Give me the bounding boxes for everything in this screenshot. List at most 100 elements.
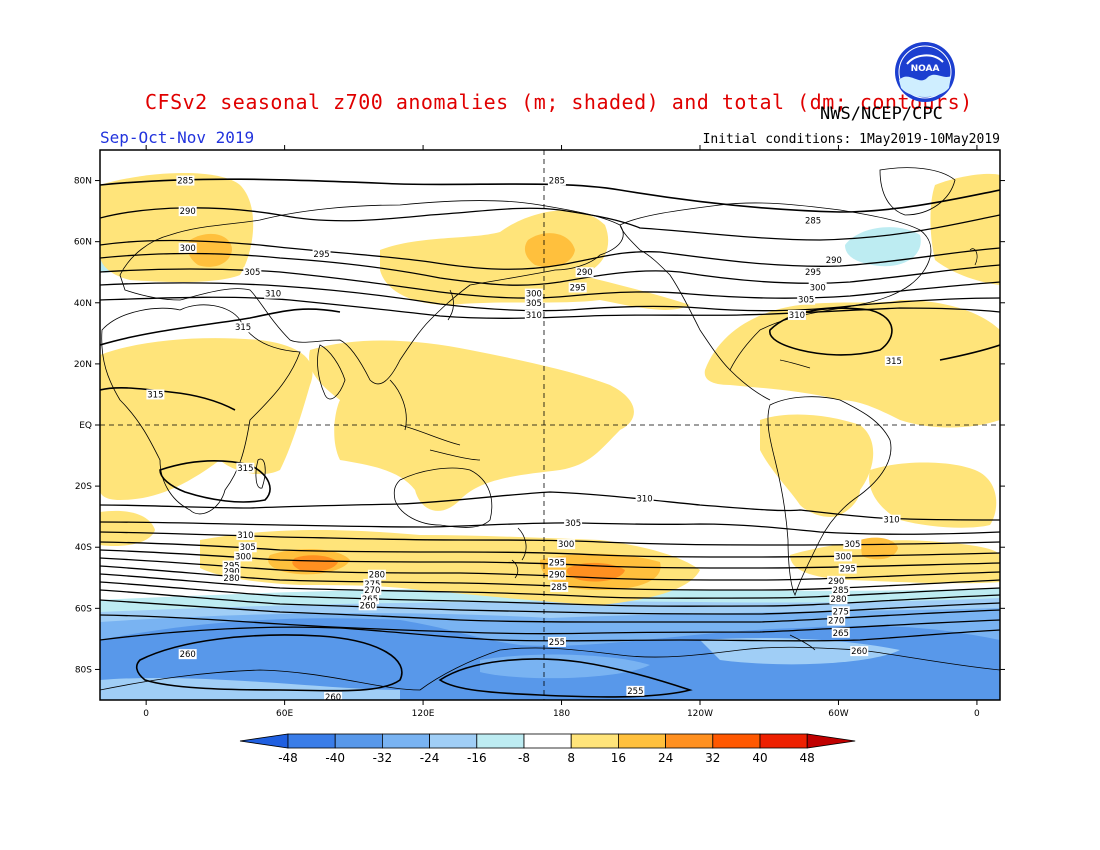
contour-label-bg <box>834 551 853 562</box>
contour-label: 295 <box>840 565 856 575</box>
contour-label: 305 <box>244 268 260 278</box>
contour-label: 290 <box>223 568 239 578</box>
contour-label-bg <box>804 215 823 226</box>
contour-label: 295 <box>805 268 821 278</box>
contour-label: 315 <box>147 390 163 400</box>
contour-label-bg <box>547 175 566 186</box>
contour-label: 255 <box>549 638 565 648</box>
contour-label-bg <box>843 539 862 550</box>
contour-label: 285 <box>549 177 565 187</box>
longitude-label: 0 <box>974 709 980 719</box>
colorbar-label: -8 <box>518 751 530 765</box>
contour-label: 255 <box>627 687 643 697</box>
contour-label-bg <box>808 282 827 293</box>
contour-label-bg <box>361 594 379 605</box>
contour-label-bg <box>236 530 255 540</box>
contour-label-bg <box>238 542 257 553</box>
contour-label: 315 <box>237 464 253 474</box>
contour-label: 305 <box>798 296 814 306</box>
latitude-label: 80N <box>74 177 92 187</box>
colorbar-label: 8 <box>567 751 575 765</box>
contour-label: 310 <box>789 311 805 321</box>
colorbar-swatch <box>712 733 761 749</box>
contour-label: 290 <box>180 207 196 217</box>
contour-label-bg <box>831 585 850 595</box>
contour-label-bg <box>178 206 197 217</box>
contour-label: 280 <box>830 595 846 605</box>
contour-label-bg <box>635 493 654 504</box>
contour-label-bg <box>234 322 253 333</box>
anomaly-negative-shading <box>480 654 650 679</box>
contour-label: 260 <box>180 650 196 660</box>
contour-label-bg <box>178 649 197 660</box>
contour-label: 270 <box>364 586 380 596</box>
contour-label: 275 <box>364 580 380 590</box>
longitude-axis: 0 60E 120E 180 120W 60W 0 <box>143 145 980 719</box>
contour-label: 260 <box>851 647 867 657</box>
contour-label: 305 <box>240 543 256 553</box>
latitude-label: 60S <box>75 604 92 614</box>
contour-label: 295 <box>570 284 586 294</box>
latitude-label: EQ <box>79 421 92 431</box>
contour-label: 295 <box>223 562 239 572</box>
colorbar-label: 48 <box>800 751 815 765</box>
contour-label: 280 <box>369 571 385 581</box>
contour-label-bg <box>829 594 848 605</box>
colorbar-label: -40 <box>325 751 345 765</box>
colorbar-swatch <box>523 733 572 749</box>
colorbar-arrow-right <box>806 733 856 749</box>
contour-label-bg <box>884 355 903 366</box>
noaa-logo-icon: NOAA <box>895 42 955 102</box>
contour-label-bg <box>363 578 382 589</box>
contour-label-bg <box>831 606 850 617</box>
contour-label-bg <box>547 569 566 580</box>
contour-label: 305 <box>526 299 542 309</box>
contour-label-bg <box>824 255 843 265</box>
contour-label-bg <box>524 288 543 299</box>
contour-label-bg <box>234 551 253 562</box>
contour-label: 285 <box>177 177 193 187</box>
contour-label: 290 <box>826 256 842 266</box>
contour-label: 300 <box>180 244 196 254</box>
contour-label: 310 <box>526 311 542 321</box>
latitude-label: 60N <box>74 238 92 248</box>
contour-label: 315 <box>886 357 902 367</box>
contour-label: 290 <box>828 577 844 587</box>
contour-label: 305 <box>565 519 581 529</box>
contour-label-bg <box>831 627 850 638</box>
contour-label-bg <box>827 575 846 586</box>
contour-label-bg <box>547 636 566 647</box>
latitude-label: 80S <box>75 665 92 675</box>
colorbar-swatch <box>665 733 714 749</box>
contour-labels: 285 2852852902902903002952952953003003053… <box>146 175 903 700</box>
contour-label-bg <box>324 691 343 700</box>
latitude-label: 20S <box>75 482 92 492</box>
colorbar-swatch <box>759 733 808 749</box>
contour-label: 300 <box>235 552 251 562</box>
contour-label-bg <box>804 267 823 278</box>
contour-label-bg <box>222 572 241 583</box>
contour-label-bg <box>575 267 594 278</box>
contour-label-bg <box>178 242 197 253</box>
contour-label: 290 <box>576 268 592 278</box>
contour-label: 295 <box>549 559 565 569</box>
contour-label-bg <box>557 539 576 550</box>
contour-label: 300 <box>526 290 542 300</box>
contour-label: 310 <box>636 494 652 504</box>
longitude-label: 180 <box>553 709 570 719</box>
colorbar-label: -48 <box>278 751 298 765</box>
contour-label-bg <box>243 267 262 278</box>
height-contours <box>100 178 1000 698</box>
contour-label: 260 <box>360 601 376 611</box>
contour-label: 295 <box>313 250 329 260</box>
contour-label: 315 <box>235 323 251 333</box>
contour-label: 265 <box>362 595 378 605</box>
contour-label: 275 <box>833 607 849 617</box>
initial-conditions-label: Initial conditions: 1May2019-10May2019 <box>702 132 1000 147</box>
anomaly-negative-shading <box>845 227 921 267</box>
season-label: Sep-Oct-Nov 2019 <box>100 128 255 147</box>
contour-label: 300 <box>810 284 826 294</box>
contour-label: 290 <box>549 571 565 581</box>
contour-label-bg <box>358 600 377 611</box>
contour-label-bg <box>363 585 382 595</box>
